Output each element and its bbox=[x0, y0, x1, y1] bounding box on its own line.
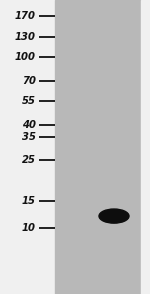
Text: 40: 40 bbox=[22, 120, 36, 130]
Text: 70: 70 bbox=[22, 76, 36, 86]
Text: 10: 10 bbox=[22, 223, 36, 233]
Text: 15: 15 bbox=[22, 196, 36, 206]
Bar bbox=[0, 0, 55, 294]
Bar bbox=[141, 0, 150, 294]
Text: 35: 35 bbox=[22, 132, 36, 142]
Text: 55: 55 bbox=[22, 96, 36, 106]
Text: 100: 100 bbox=[15, 52, 36, 62]
Ellipse shape bbox=[99, 209, 129, 223]
Text: 25: 25 bbox=[22, 155, 36, 165]
Text: 130: 130 bbox=[15, 32, 36, 42]
Text: 170: 170 bbox=[15, 11, 36, 21]
Bar bbox=[55, 0, 141, 294]
